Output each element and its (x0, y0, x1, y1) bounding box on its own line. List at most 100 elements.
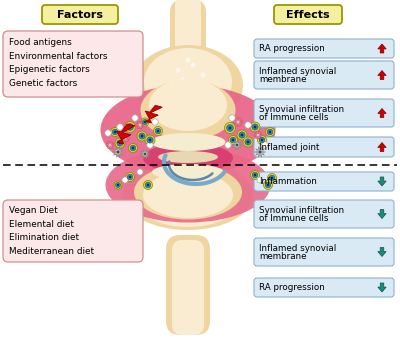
Text: Inflammation: Inflammation (259, 177, 317, 186)
Circle shape (238, 120, 242, 124)
Circle shape (109, 145, 113, 149)
Circle shape (114, 181, 122, 189)
Circle shape (180, 78, 186, 83)
Circle shape (230, 137, 236, 143)
Circle shape (268, 173, 276, 183)
Circle shape (257, 135, 261, 139)
Circle shape (257, 131, 261, 135)
Ellipse shape (143, 172, 233, 218)
Circle shape (254, 125, 256, 129)
Ellipse shape (133, 45, 243, 125)
FancyBboxPatch shape (254, 99, 394, 127)
Circle shape (112, 129, 118, 135)
Polygon shape (378, 248, 386, 256)
Circle shape (190, 63, 196, 68)
Circle shape (258, 151, 262, 154)
FancyBboxPatch shape (254, 61, 394, 89)
Circle shape (132, 147, 134, 149)
Circle shape (246, 141, 250, 143)
Polygon shape (232, 140, 242, 150)
Circle shape (128, 125, 132, 129)
Circle shape (235, 122, 239, 126)
Circle shape (116, 183, 120, 187)
Ellipse shape (123, 160, 253, 230)
Circle shape (237, 122, 241, 126)
Circle shape (107, 145, 111, 149)
Circle shape (237, 118, 241, 122)
Circle shape (110, 143, 114, 147)
Circle shape (110, 128, 120, 136)
Circle shape (118, 141, 122, 144)
Ellipse shape (100, 85, 276, 175)
Circle shape (126, 124, 134, 131)
Circle shape (229, 115, 235, 121)
Circle shape (258, 136, 266, 144)
Circle shape (232, 139, 234, 141)
Circle shape (137, 125, 141, 129)
Polygon shape (378, 44, 386, 53)
Circle shape (262, 142, 268, 148)
Text: Vegan Diet
Elemental diet
Elimination diet
Mediterranean diet: Vegan Diet Elemental diet Elimination di… (9, 206, 94, 256)
Circle shape (152, 119, 158, 125)
Text: Factors: Factors (57, 10, 103, 19)
Ellipse shape (134, 169, 242, 227)
FancyBboxPatch shape (254, 278, 394, 297)
Circle shape (139, 121, 143, 125)
Circle shape (267, 184, 269, 186)
Circle shape (122, 177, 128, 183)
Circle shape (186, 57, 190, 63)
Circle shape (174, 198, 178, 203)
Circle shape (259, 137, 265, 143)
Ellipse shape (140, 80, 236, 140)
Circle shape (120, 136, 124, 140)
Circle shape (269, 175, 275, 181)
FancyBboxPatch shape (254, 172, 394, 191)
FancyBboxPatch shape (274, 5, 342, 24)
Circle shape (127, 174, 133, 180)
Ellipse shape (143, 143, 233, 173)
Circle shape (147, 184, 149, 186)
FancyBboxPatch shape (166, 235, 210, 335)
Circle shape (124, 138, 128, 142)
FancyBboxPatch shape (3, 200, 143, 262)
Circle shape (254, 133, 258, 137)
Circle shape (245, 139, 251, 145)
Circle shape (115, 138, 125, 148)
Circle shape (236, 143, 238, 147)
Circle shape (266, 128, 274, 136)
FancyBboxPatch shape (172, 240, 204, 335)
Circle shape (228, 126, 232, 130)
Circle shape (147, 137, 153, 143)
Circle shape (255, 131, 259, 135)
Circle shape (128, 143, 138, 153)
Circle shape (139, 133, 145, 139)
Circle shape (154, 126, 162, 136)
Circle shape (137, 121, 141, 125)
Circle shape (245, 122, 251, 128)
FancyBboxPatch shape (170, 0, 206, 70)
Circle shape (190, 204, 196, 208)
Polygon shape (145, 105, 162, 123)
Circle shape (234, 120, 238, 124)
Circle shape (141, 118, 149, 126)
Circle shape (157, 130, 159, 132)
Circle shape (122, 134, 126, 138)
Circle shape (117, 140, 123, 146)
Text: Inflamed synovial: Inflamed synovial (259, 67, 336, 76)
Text: of Immune cells: of Immune cells (259, 113, 328, 122)
Circle shape (116, 151, 120, 154)
Circle shape (271, 177, 273, 179)
Ellipse shape (149, 79, 227, 131)
Circle shape (144, 121, 146, 123)
Polygon shape (140, 149, 150, 159)
Circle shape (228, 136, 238, 144)
Circle shape (138, 123, 142, 127)
Circle shape (176, 68, 180, 72)
Circle shape (200, 72, 206, 78)
Circle shape (124, 121, 136, 133)
Circle shape (226, 124, 234, 131)
Circle shape (235, 118, 239, 122)
Circle shape (129, 176, 131, 178)
FancyBboxPatch shape (254, 200, 394, 228)
Polygon shape (378, 209, 386, 219)
